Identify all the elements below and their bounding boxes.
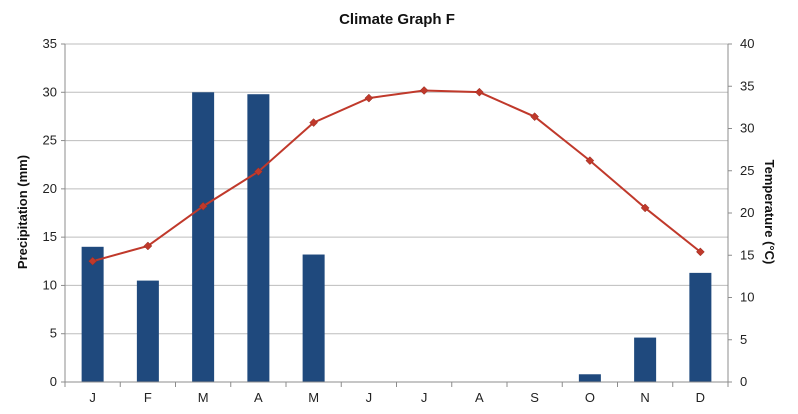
temperature-marker [640,203,650,213]
x-tick-label: J [421,390,428,405]
axes: 0 5 10 15 20 25 30 35 0 5 10 15 20 25 30 35 40 J F M A M J J A S O… [43,36,755,405]
x-tick-label: D [696,390,705,405]
y-right-tick-label: 5 [740,332,747,347]
chart-title: Climate Graph F [339,11,455,28]
y-right-tick-label: 30 [740,121,754,136]
temperature-marker [254,167,263,176]
y-right-tick-label: 25 [740,163,754,178]
y-right-tick-label: 35 [740,78,754,93]
temperature-marker [585,156,595,165]
y-right-tick-label: 15 [740,247,754,262]
y-right-tick-label: 20 [740,205,754,220]
temperature-marker [530,112,539,122]
temperature-marker [143,241,153,251]
y-axis-left-label: Precipitation (mm) [15,155,30,269]
precipitation-bar [578,374,601,382]
y-left-tick-label: 15 [43,229,57,244]
x-tick-label: O [585,390,595,405]
x-tick-label: A [475,390,484,405]
x-tick-label: S [530,390,539,405]
precipitation-bar [247,94,270,383]
precipitation-bar [81,246,104,382]
x-tick-label: N [640,390,649,405]
precipitation-bar [689,272,712,382]
y-left-tick-label: 10 [43,277,57,292]
y-left-tick-label: 20 [43,181,57,196]
x-tick-label: J [89,390,96,405]
temperature-line [92,89,701,263]
precipitation-bar [136,280,159,382]
x-tick-label: M [198,390,209,405]
y-right-tick-label: 10 [740,290,754,305]
temperature-marker [364,93,374,103]
y-left-tick-label: 35 [43,36,57,51]
temperature-line-group [88,86,705,266]
x-tick-label: F [144,390,152,405]
x-tick-label: A [254,390,263,405]
y-axis-right-label: Temperature (°C) [762,160,777,265]
precipitation-bar [634,337,657,382]
temperature-marker [696,247,705,257]
temperature-marker [475,87,484,97]
temperature-marker [198,201,208,211]
y-left-tick-label: 25 [43,133,57,148]
y-left-tick-label: 5 [50,326,57,341]
x-tick-label: M [308,390,319,405]
temperature-marker [419,86,429,95]
y-right-tick-label: 40 [740,36,754,51]
y-left-tick-label: 0 [50,374,57,389]
y-left-tick-label: 30 [43,84,57,99]
precipitation-bar [192,92,215,383]
x-tick-label: J [366,390,373,405]
temperature-marker [88,256,97,266]
gridlines [65,43,728,335]
precipitation-bar [302,254,325,382]
y-right-tick-label: 0 [740,374,747,389]
temperature-marker [309,118,318,127]
